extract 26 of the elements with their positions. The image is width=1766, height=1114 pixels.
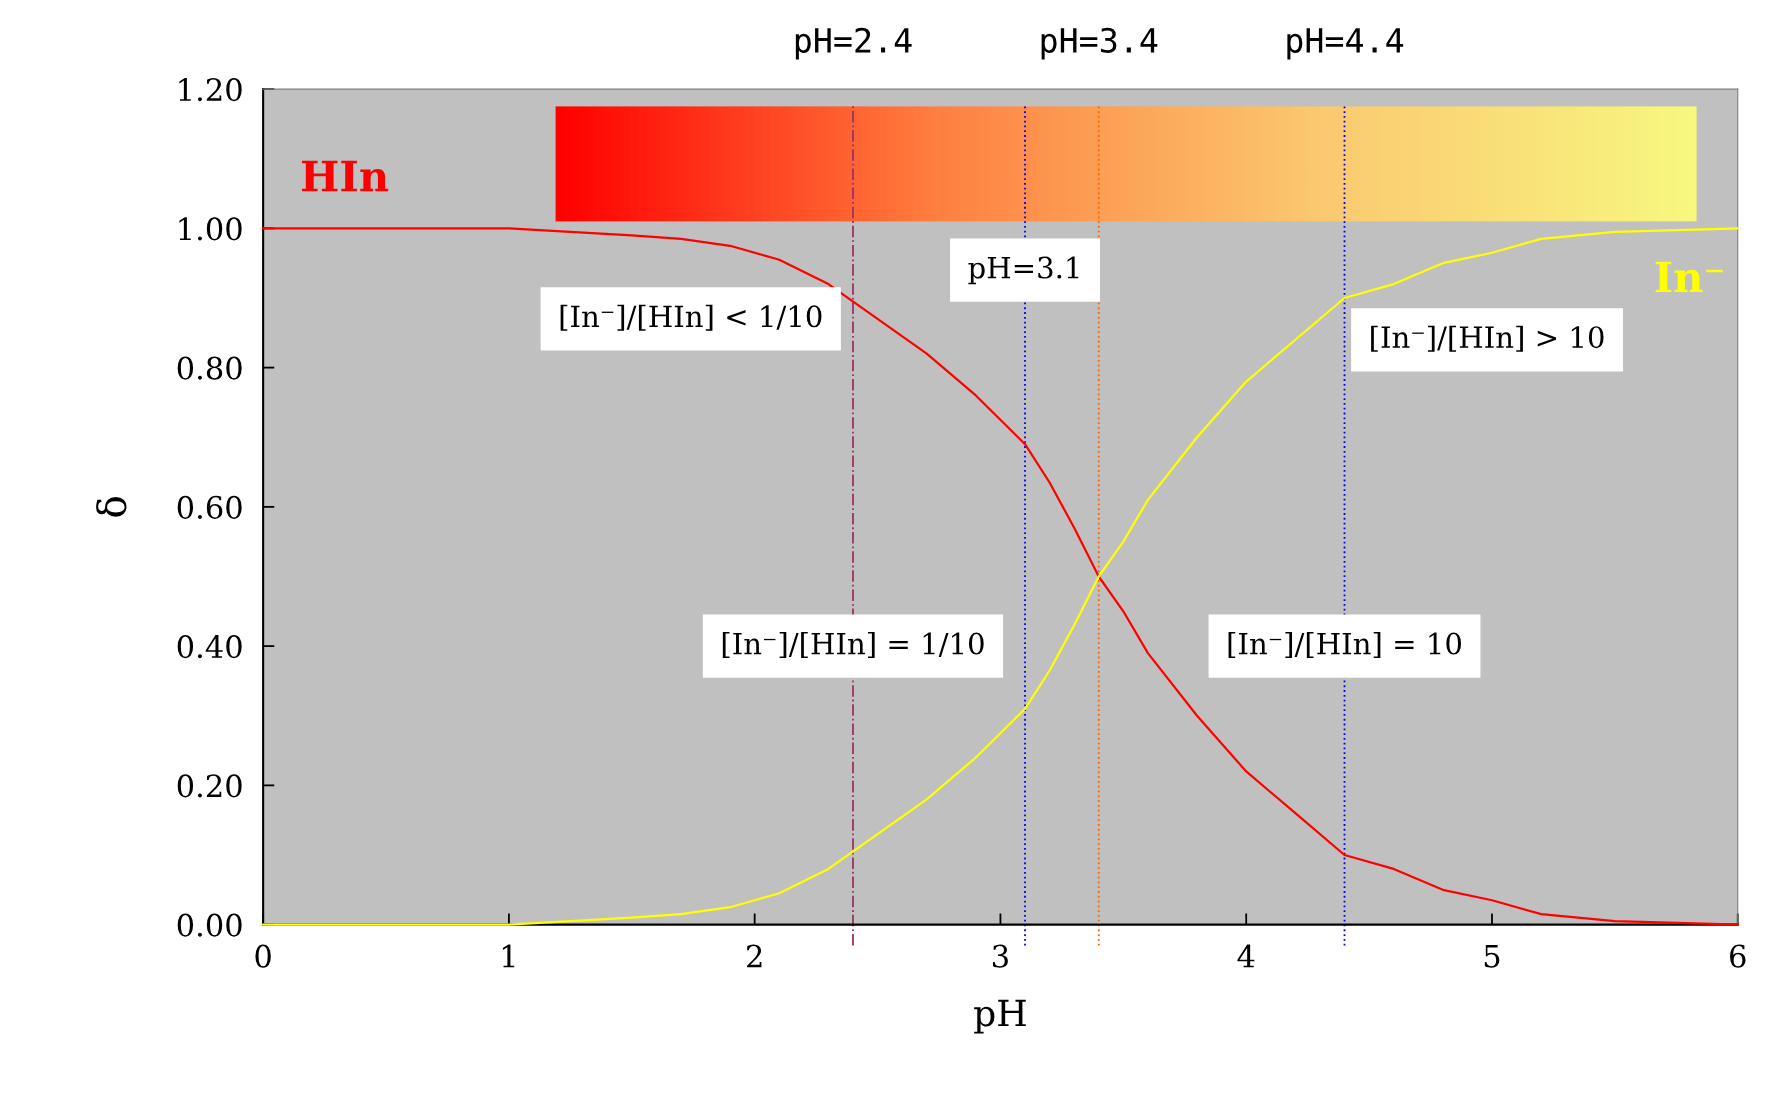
ref-line-label: pH=3.4 bbox=[1041, 27, 1158, 60]
x-tick-label: 1 bbox=[502, 944, 515, 968]
y-tick-label: 1.20 bbox=[179, 78, 242, 102]
x-tick-label: 5 bbox=[1484, 945, 1500, 968]
ref-line-label: pH=2.4 bbox=[795, 27, 912, 60]
ref-line-label: pH=4.4 bbox=[1287, 28, 1404, 60]
y-tick-label: 0.60 bbox=[177, 495, 242, 519]
annotation: [In⁻]/[HIn] = 1/10 bbox=[722, 632, 984, 659]
y-tick-label: 0.80 bbox=[177, 356, 242, 380]
x-tick-label: 2 bbox=[747, 944, 762, 968]
y-tick-label: 0.00 bbox=[177, 913, 242, 937]
annotation: [In⁻]/[HIn] < 1/10 bbox=[560, 304, 822, 331]
series-label: HIn bbox=[301, 160, 389, 192]
y-tick-label: 1.00 bbox=[179, 217, 242, 241]
x-tick-label: 6 bbox=[1730, 944, 1746, 968]
x-tick-label: 4 bbox=[1237, 944, 1255, 968]
series-label: In⁻ bbox=[1655, 261, 1723, 293]
annotation: [In⁻]/[HIn] > 10 bbox=[1371, 325, 1604, 352]
annotation: [In⁻]/[HIn] = 10 bbox=[1228, 632, 1462, 659]
x-tick-label: 0 bbox=[255, 944, 271, 968]
x-tick-label: 3 bbox=[993, 944, 1008, 968]
y-tick-label: 0.20 bbox=[177, 774, 242, 798]
y-tick-label: 0.40 bbox=[177, 635, 242, 659]
annotation: pH=3.1 bbox=[968, 256, 1079, 285]
x-axis-title: pH bbox=[974, 999, 1026, 1034]
y-axis-title: δ bbox=[96, 497, 127, 517]
